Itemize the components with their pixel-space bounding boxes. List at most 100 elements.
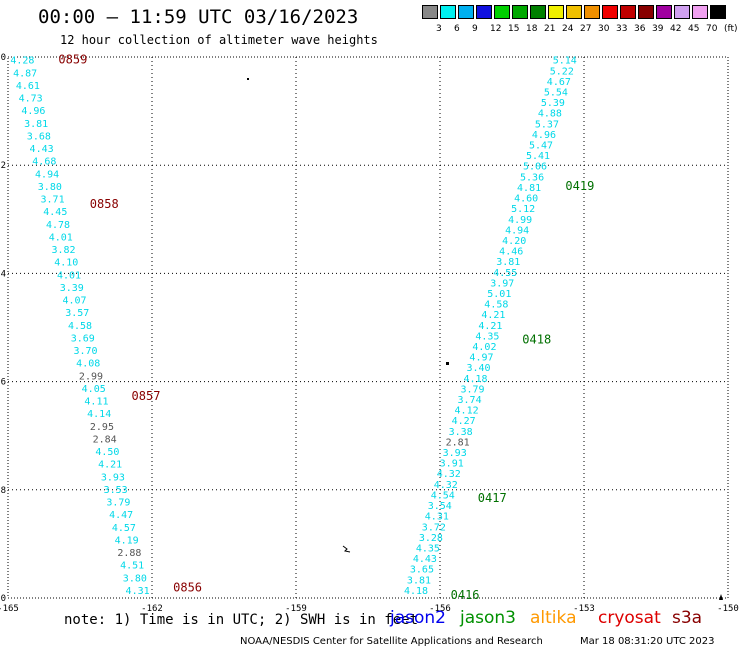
- swh-value: 3.70: [73, 346, 97, 357]
- swh-value: 3.79: [106, 498, 130, 509]
- swh-value: 4.47: [109, 510, 133, 521]
- time-label: 0418: [522, 332, 551, 346]
- swh-value: 4.67: [547, 77, 571, 88]
- swh-value: 3.74: [458, 395, 482, 406]
- legend-label: 33: [616, 24, 628, 34]
- y-tick-label: -4: [0, 269, 6, 279]
- time-label: 0857: [132, 389, 161, 403]
- swh-value: 4.57: [112, 523, 136, 534]
- legend-label: 12: [490, 24, 502, 34]
- swh-value: 3.72: [422, 522, 446, 533]
- swh-value: 3.82: [51, 245, 75, 256]
- swh-value: 4.19: [115, 535, 139, 546]
- swh-value: 4.94: [505, 225, 529, 236]
- swh-value: 3.91: [440, 459, 464, 470]
- time-label: 0859: [58, 53, 87, 67]
- x-tick-label: -150: [717, 604, 739, 614]
- swh-value: 4.81: [517, 183, 541, 194]
- x-tick-label: -162: [141, 604, 163, 614]
- swh-value: 5.41: [526, 151, 550, 162]
- swh-value: 3.40: [466, 363, 490, 374]
- swh-value: 3.93: [101, 472, 125, 483]
- island-mark: [247, 78, 249, 80]
- x-tick-label: -156: [429, 604, 451, 614]
- swh-value: 4.50: [95, 447, 119, 458]
- swh-value: 3.54: [428, 501, 452, 512]
- legend-label: 24: [562, 24, 574, 34]
- y-tick-label: -6: [0, 378, 6, 388]
- y-tick-label: 0: [1, 53, 6, 63]
- swh-value: 4.58: [68, 321, 92, 332]
- y-tick-label: -2: [0, 161, 6, 171]
- satellite-s3a: s3a: [672, 608, 703, 628]
- swh-value: 4.43: [413, 554, 437, 565]
- swh-value: 4.45: [43, 207, 67, 218]
- page-title: 00:00 – 11:59 UTC 03/16/2023: [38, 6, 359, 28]
- swh-value: 5.14: [553, 56, 577, 67]
- swh-value: 3.80: [38, 182, 62, 193]
- island-mark: [446, 362, 449, 365]
- swh-value: 5.47: [529, 141, 553, 152]
- x-tick-label: -153: [573, 604, 595, 614]
- legend-label: 27: [580, 24, 592, 34]
- legend-swatch: [638, 5, 654, 19]
- swh-value: 3.28: [419, 533, 443, 544]
- time-label: 0858: [90, 197, 119, 211]
- swh-value: 4.21: [98, 460, 122, 471]
- swh-value: 5.39: [541, 98, 565, 109]
- swh-value: 4.60: [514, 194, 538, 205]
- legend-swatch: [530, 5, 546, 19]
- legend-label: 15: [508, 24, 520, 34]
- swh-value: 3.81: [407, 575, 431, 586]
- swh-value: 4.58: [484, 300, 508, 311]
- swh-value: 3.38: [449, 427, 473, 438]
- legend-swatch: [494, 5, 510, 19]
- legend-label: 70: [706, 24, 718, 34]
- swh-value: 5.12: [511, 204, 535, 215]
- swh-value: 3.79: [460, 384, 484, 395]
- swh-value: 4.78: [46, 220, 70, 231]
- x-tick-label: -159: [285, 604, 307, 614]
- legend-label: 6: [454, 24, 460, 34]
- legend-swatch: [548, 5, 564, 19]
- swh-value: 4.18: [404, 586, 428, 597]
- legend-swatch: [566, 5, 582, 19]
- swh-value: 3.93: [443, 448, 467, 459]
- legend-label: 21: [544, 24, 556, 34]
- swh-value: 4.99: [508, 215, 532, 226]
- swh-value: 5.36: [520, 172, 544, 183]
- swh-value: 4.43: [30, 144, 54, 155]
- swh-value: 3.80: [123, 573, 147, 584]
- swh-value: 4.35: [416, 543, 440, 554]
- swh-value: 4.32: [434, 480, 458, 491]
- legend-swatch: [620, 5, 636, 19]
- satellite-altika: altika: [530, 608, 577, 628]
- swh-value: 4.28: [10, 56, 34, 67]
- satellite-cryosat: cryosat: [598, 608, 661, 628]
- swh-value: 2.81: [446, 437, 470, 448]
- legend-label: 36: [634, 24, 646, 34]
- swh-value: 4.68: [32, 157, 56, 168]
- swh-value: 4.46: [499, 247, 523, 258]
- legend-label: 30: [598, 24, 610, 34]
- legend-label: 3: [436, 24, 442, 34]
- swh-value: 4.31: [126, 586, 150, 597]
- swh-value: 5.01: [487, 289, 511, 300]
- swh-value: 4.11: [84, 397, 108, 408]
- y-tick-label: -8: [0, 486, 6, 496]
- swh-value: 5.54: [544, 88, 568, 99]
- swh-value: 4.32: [437, 469, 461, 480]
- legend-swatch: [458, 5, 474, 19]
- legend-swatch: [476, 5, 492, 19]
- swh-value: 4.96: [532, 130, 556, 141]
- swh-value: 2.84: [93, 434, 117, 445]
- legend-swatch: [422, 5, 438, 19]
- legend-swatch: [512, 5, 528, 19]
- swh-value: 4.61: [16, 81, 40, 92]
- time-label: 0416: [451, 588, 480, 602]
- swh-value: 3.53: [104, 485, 128, 496]
- swh-value: 4.97: [469, 353, 493, 364]
- credit-text: NOAA/NESDIS Center for Satellite Applica…: [240, 636, 543, 647]
- page-subtitle: 12 hour collection of altimeter wave hei…: [60, 33, 378, 47]
